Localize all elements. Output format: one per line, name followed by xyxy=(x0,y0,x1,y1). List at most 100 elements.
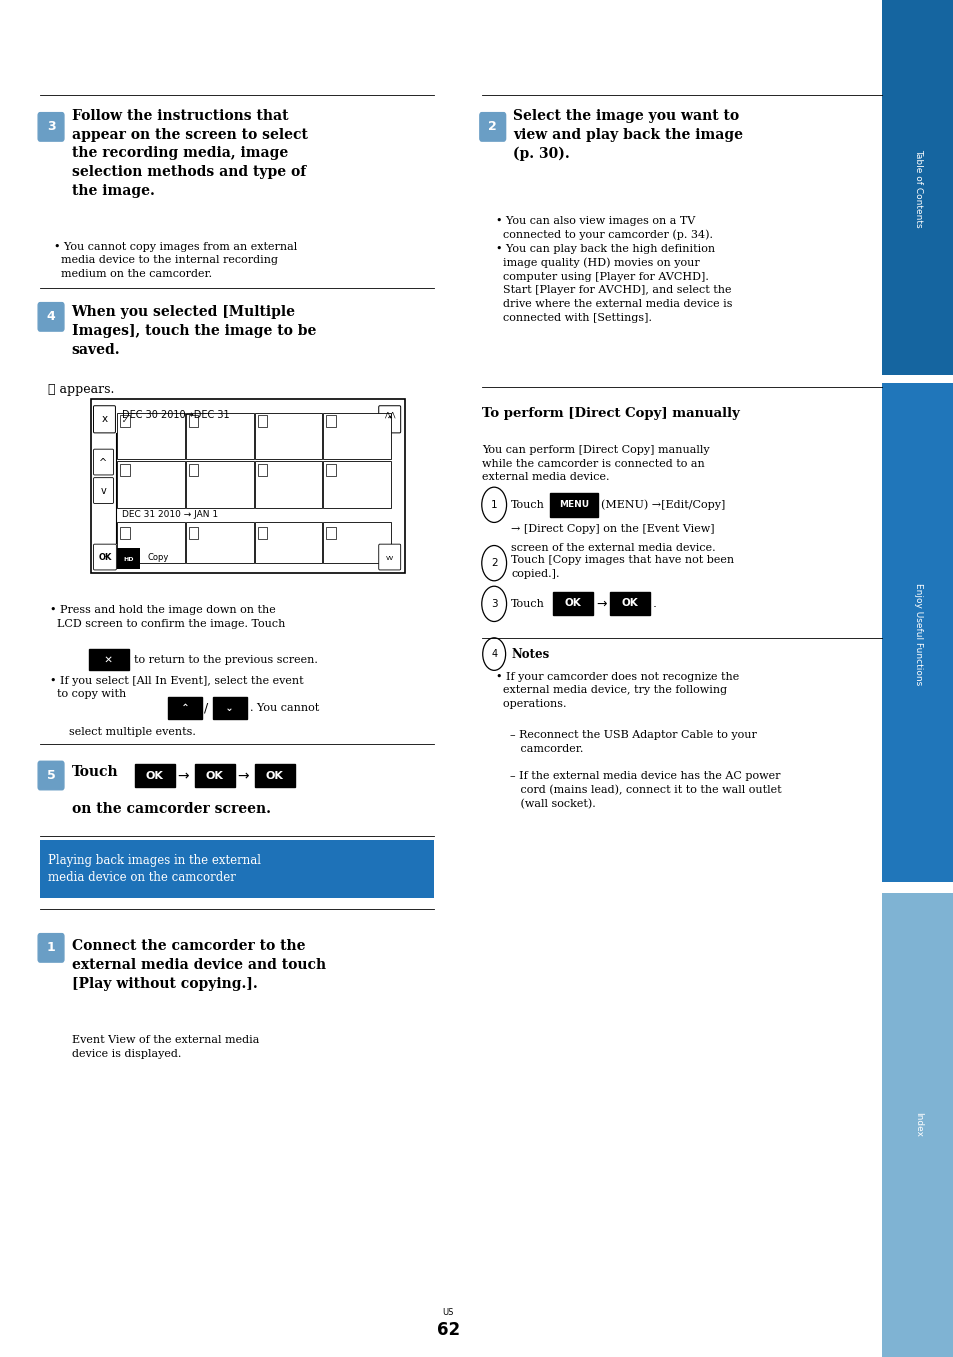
FancyBboxPatch shape xyxy=(254,764,294,787)
Bar xyxy=(186,461,253,508)
Bar xyxy=(254,522,322,563)
FancyBboxPatch shape xyxy=(134,764,174,787)
FancyBboxPatch shape xyxy=(194,764,234,787)
Text: → [Direct Copy] on the [Event View]: → [Direct Copy] on the [Event View] xyxy=(511,524,714,533)
Bar xyxy=(120,464,130,476)
Text: 2: 2 xyxy=(488,121,497,133)
Text: • If you select [All In Event], select the event
  to copy with: • If you select [All In Event], select t… xyxy=(50,676,303,699)
FancyBboxPatch shape xyxy=(550,493,598,517)
Text: 5: 5 xyxy=(47,769,55,782)
FancyBboxPatch shape xyxy=(378,406,400,433)
Text: Event View of the external media
device is displayed.: Event View of the external media device … xyxy=(71,1035,258,1058)
Text: →: → xyxy=(237,769,249,783)
Bar xyxy=(117,413,185,459)
Bar xyxy=(91,399,405,573)
Bar xyxy=(117,548,140,569)
FancyBboxPatch shape xyxy=(38,761,64,790)
Text: Table of Contents: Table of Contents xyxy=(913,149,922,228)
Text: Index: Index xyxy=(913,1113,922,1137)
Bar xyxy=(117,522,185,563)
Text: – Reconnect the USB Adaptor Cable to your
   camcorder.: – Reconnect the USB Adaptor Cable to you… xyxy=(510,730,757,753)
Bar xyxy=(326,464,335,476)
Text: to return to the previous screen.: to return to the previous screen. xyxy=(133,654,317,665)
Bar xyxy=(186,522,253,563)
Text: OK: OK xyxy=(98,552,112,562)
Bar xyxy=(882,0,953,377)
Text: To perform [Direct Copy] manually: To perform [Direct Copy] manually xyxy=(481,407,739,421)
Bar xyxy=(117,461,185,508)
Text: Touch: Touch xyxy=(511,598,545,609)
Text: Copy: Copy xyxy=(148,554,169,562)
Text: v: v xyxy=(100,486,107,497)
FancyBboxPatch shape xyxy=(378,544,400,570)
Text: →: → xyxy=(177,769,189,783)
Text: 1: 1 xyxy=(491,499,497,510)
FancyBboxPatch shape xyxy=(609,592,649,615)
Text: • Press and hold the image down on the
  LCD screen to confirm the image. Touch: • Press and hold the image down on the L… xyxy=(50,605,285,628)
Text: Enjoy Useful Functions: Enjoy Useful Functions xyxy=(913,582,922,685)
Text: 2: 2 xyxy=(491,558,497,569)
Text: .: . xyxy=(652,597,656,611)
Text: DEC 31 2010 → JAN 1: DEC 31 2010 → JAN 1 xyxy=(122,510,218,518)
Bar xyxy=(882,375,953,383)
Text: 4: 4 xyxy=(47,311,55,323)
FancyBboxPatch shape xyxy=(479,113,505,141)
Bar xyxy=(326,527,335,539)
Bar xyxy=(323,413,391,459)
FancyBboxPatch shape xyxy=(93,406,115,433)
Text: →: → xyxy=(596,597,606,611)
Text: • You cannot copy images from an external
  media device to the internal recordi: • You cannot copy images from an externa… xyxy=(54,242,297,278)
Text: ✔ appears.: ✔ appears. xyxy=(48,383,114,396)
Text: MENU: MENU xyxy=(558,501,589,509)
Text: • You can also view images on a TV
  connected to your camcorder (p. 34).
• You : • You can also view images on a TV conne… xyxy=(496,216,732,323)
Text: 62: 62 xyxy=(436,1320,459,1339)
FancyBboxPatch shape xyxy=(168,697,202,719)
Text: ⋀⋀: ⋀⋀ xyxy=(383,413,395,418)
Text: • If your camcorder does not recognize the
  external media device, try the foll: • If your camcorder does not recognize t… xyxy=(496,672,739,708)
Text: 3: 3 xyxy=(47,121,55,133)
Text: HD: HD xyxy=(123,556,134,562)
Text: ⌃: ⌃ xyxy=(177,703,193,714)
Bar xyxy=(257,464,267,476)
Bar xyxy=(254,461,322,508)
Text: OK: OK xyxy=(564,598,581,608)
Text: on the camcorder screen.: on the camcorder screen. xyxy=(71,802,271,816)
Text: (MENU) →[Edit/Copy]: (MENU) →[Edit/Copy] xyxy=(600,499,724,510)
Bar xyxy=(323,461,391,508)
Text: 3: 3 xyxy=(491,598,497,609)
Bar xyxy=(189,415,198,427)
FancyBboxPatch shape xyxy=(93,449,113,475)
Text: Touch: Touch xyxy=(71,765,118,779)
Text: Connect the camcorder to the
external media device and touch
[Play without copyi: Connect the camcorder to the external me… xyxy=(71,939,325,991)
Text: ✓: ✓ xyxy=(122,417,128,425)
Text: ⌄: ⌄ xyxy=(222,703,237,714)
FancyBboxPatch shape xyxy=(38,934,64,962)
Bar xyxy=(323,522,391,563)
FancyBboxPatch shape xyxy=(553,592,593,615)
Bar xyxy=(882,383,953,885)
Text: ⌃: ⌃ xyxy=(385,414,394,425)
FancyBboxPatch shape xyxy=(93,544,116,570)
Text: ✕: ✕ xyxy=(97,654,120,665)
Text: OK: OK xyxy=(620,598,638,608)
Text: OK: OK xyxy=(146,771,163,780)
Text: ^: ^ xyxy=(99,457,108,468)
FancyBboxPatch shape xyxy=(38,113,64,141)
Text: vv: vv xyxy=(385,555,394,560)
Bar xyxy=(189,527,198,539)
Text: OK: OK xyxy=(266,771,283,780)
Bar xyxy=(40,840,434,898)
Text: select multiple events.: select multiple events. xyxy=(69,727,195,737)
Text: Follow the instructions that
appear on the screen to select
the recording media,: Follow the instructions that appear on t… xyxy=(71,109,307,198)
Text: screen of the external media device.: screen of the external media device. xyxy=(511,543,715,552)
Bar xyxy=(120,415,130,427)
Bar xyxy=(882,882,953,890)
Bar xyxy=(257,415,267,427)
Text: OK: OK xyxy=(206,771,223,780)
Text: /: / xyxy=(204,702,208,715)
FancyBboxPatch shape xyxy=(93,478,113,503)
Bar xyxy=(120,527,130,539)
FancyBboxPatch shape xyxy=(38,303,64,331)
Text: – If the external media device has the AC power
   cord (mains lead), connect it: – If the external media device has the A… xyxy=(510,771,781,809)
Bar xyxy=(189,464,198,476)
